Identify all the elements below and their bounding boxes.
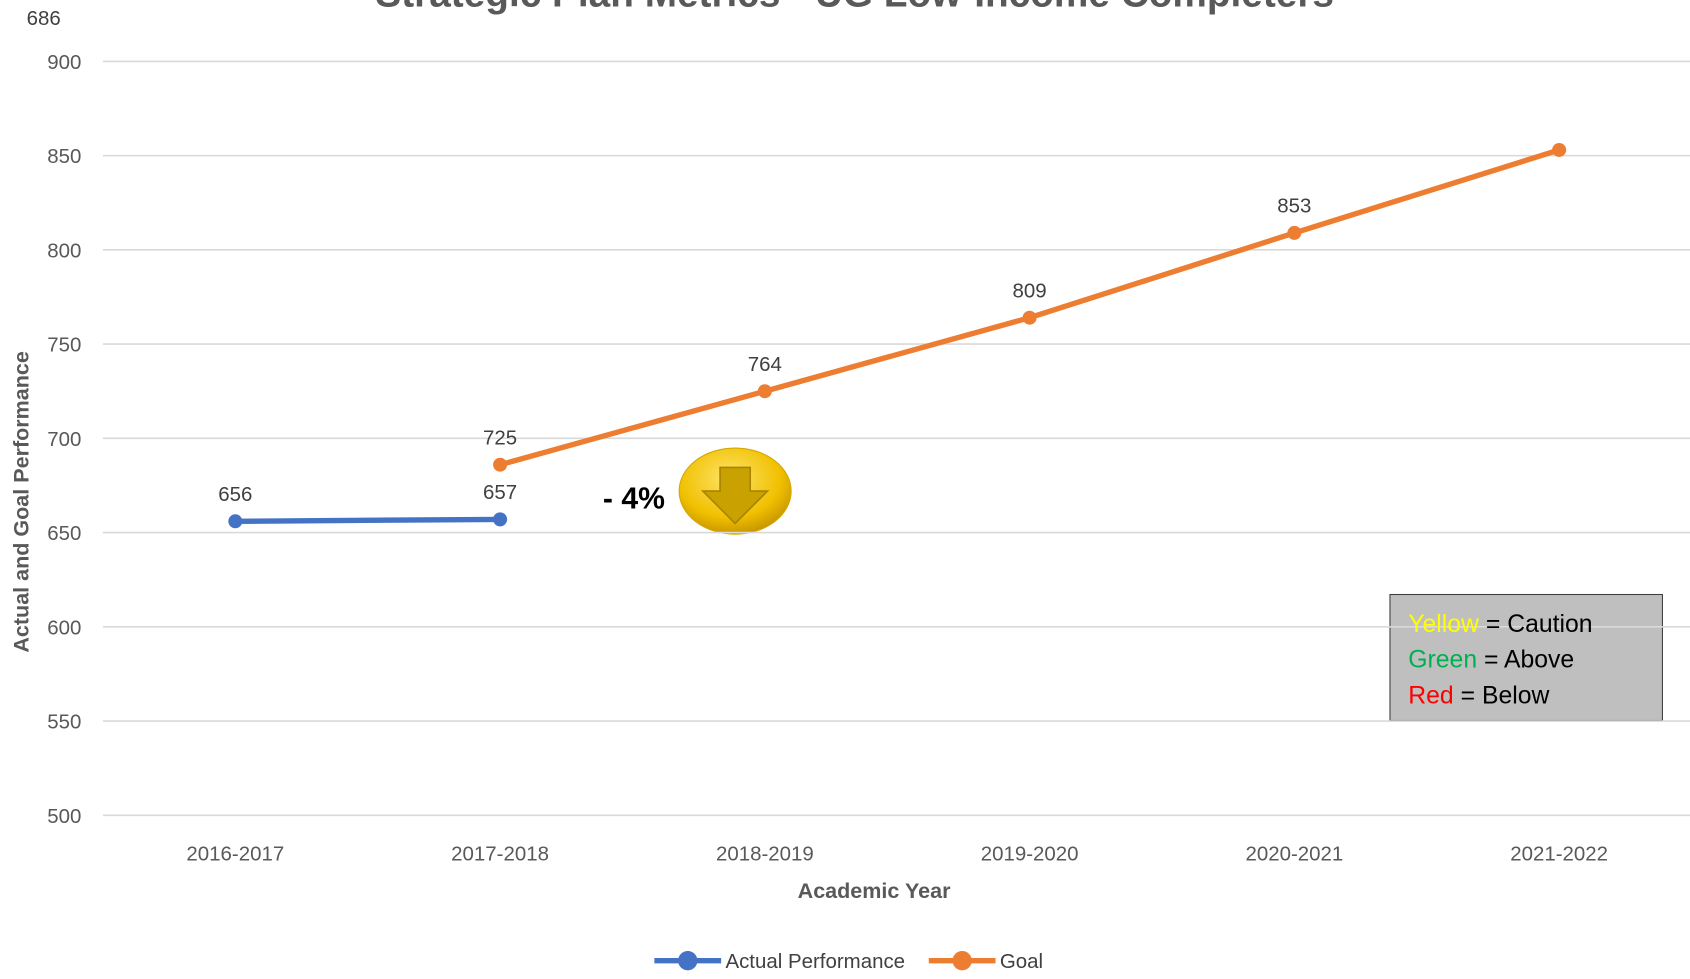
data-label: 764	[748, 353, 782, 376]
x-tick-label: 2020-2021	[1245, 843, 1343, 866]
data-point	[1022, 310, 1037, 325]
data-point	[493, 457, 508, 472]
y-tick-label: 550	[47, 711, 81, 734]
legend-marker	[678, 950, 698, 971]
status-meaning: = Below	[1461, 682, 1550, 709]
data-label: 656	[218, 483, 252, 506]
y-tick-label: 900	[47, 51, 81, 74]
x-tick-label: 2017-2018	[451, 843, 549, 866]
x-tick-label: 2019-2020	[981, 843, 1079, 866]
y-axis-title: Actual and Goal Performance	[10, 351, 34, 653]
y-tick-label: 600	[47, 616, 81, 639]
status-word: Yellow	[1408, 611, 1479, 638]
status-icon	[678, 447, 792, 535]
x-axis-title: Academic Year	[798, 879, 951, 903]
legend-label: Actual Performance	[725, 950, 905, 973]
data-point	[228, 514, 243, 529]
data-point	[1287, 225, 1302, 240]
status-key-box	[1389, 593, 1663, 722]
status-meaning: = Above	[1484, 647, 1574, 674]
x-tick-label: 2016-2017	[186, 843, 284, 866]
chart-title: Strategic Plan Metrics - UG Low-Income C…	[375, 0, 1334, 15]
status-key-entry: Red = Below	[1408, 682, 1549, 709]
y-tick-label: 750	[47, 334, 81, 357]
x-tick-label: 2018-2019	[716, 843, 814, 866]
y-tick-label: 500	[47, 805, 81, 828]
series-line	[235, 516, 501, 524]
legend: Actual Performance Goal	[654, 950, 1043, 973]
y-tick-label: 700	[47, 428, 81, 451]
status-meaning: = Caution	[1486, 611, 1593, 638]
x-tick-label: 2021-2022	[1510, 843, 1608, 866]
status-word: Green	[1408, 647, 1477, 674]
status-key-entry: Green = Above	[1408, 647, 1574, 674]
data-label: 809	[1013, 279, 1047, 302]
data-point	[493, 512, 508, 527]
y-tick-label: 850	[47, 145, 81, 168]
legend-label: Goal	[1000, 950, 1043, 973]
data-label: 853	[1277, 194, 1311, 217]
series-line	[499, 147, 1560, 468]
legend-marker	[952, 950, 972, 971]
data-point	[757, 384, 772, 399]
data-label: 686	[27, 7, 61, 30]
status-key-entry: Yellow = Caution	[1408, 611, 1592, 638]
y-tick-label: 650	[47, 522, 81, 545]
y-tick-label: 800	[47, 239, 81, 262]
data-label: 657	[483, 481, 517, 504]
change-annotation: - 4%	[603, 482, 665, 515]
data-label: 725	[483, 426, 517, 449]
data-point	[1552, 142, 1567, 157]
status-word: Red	[1408, 682, 1453, 709]
